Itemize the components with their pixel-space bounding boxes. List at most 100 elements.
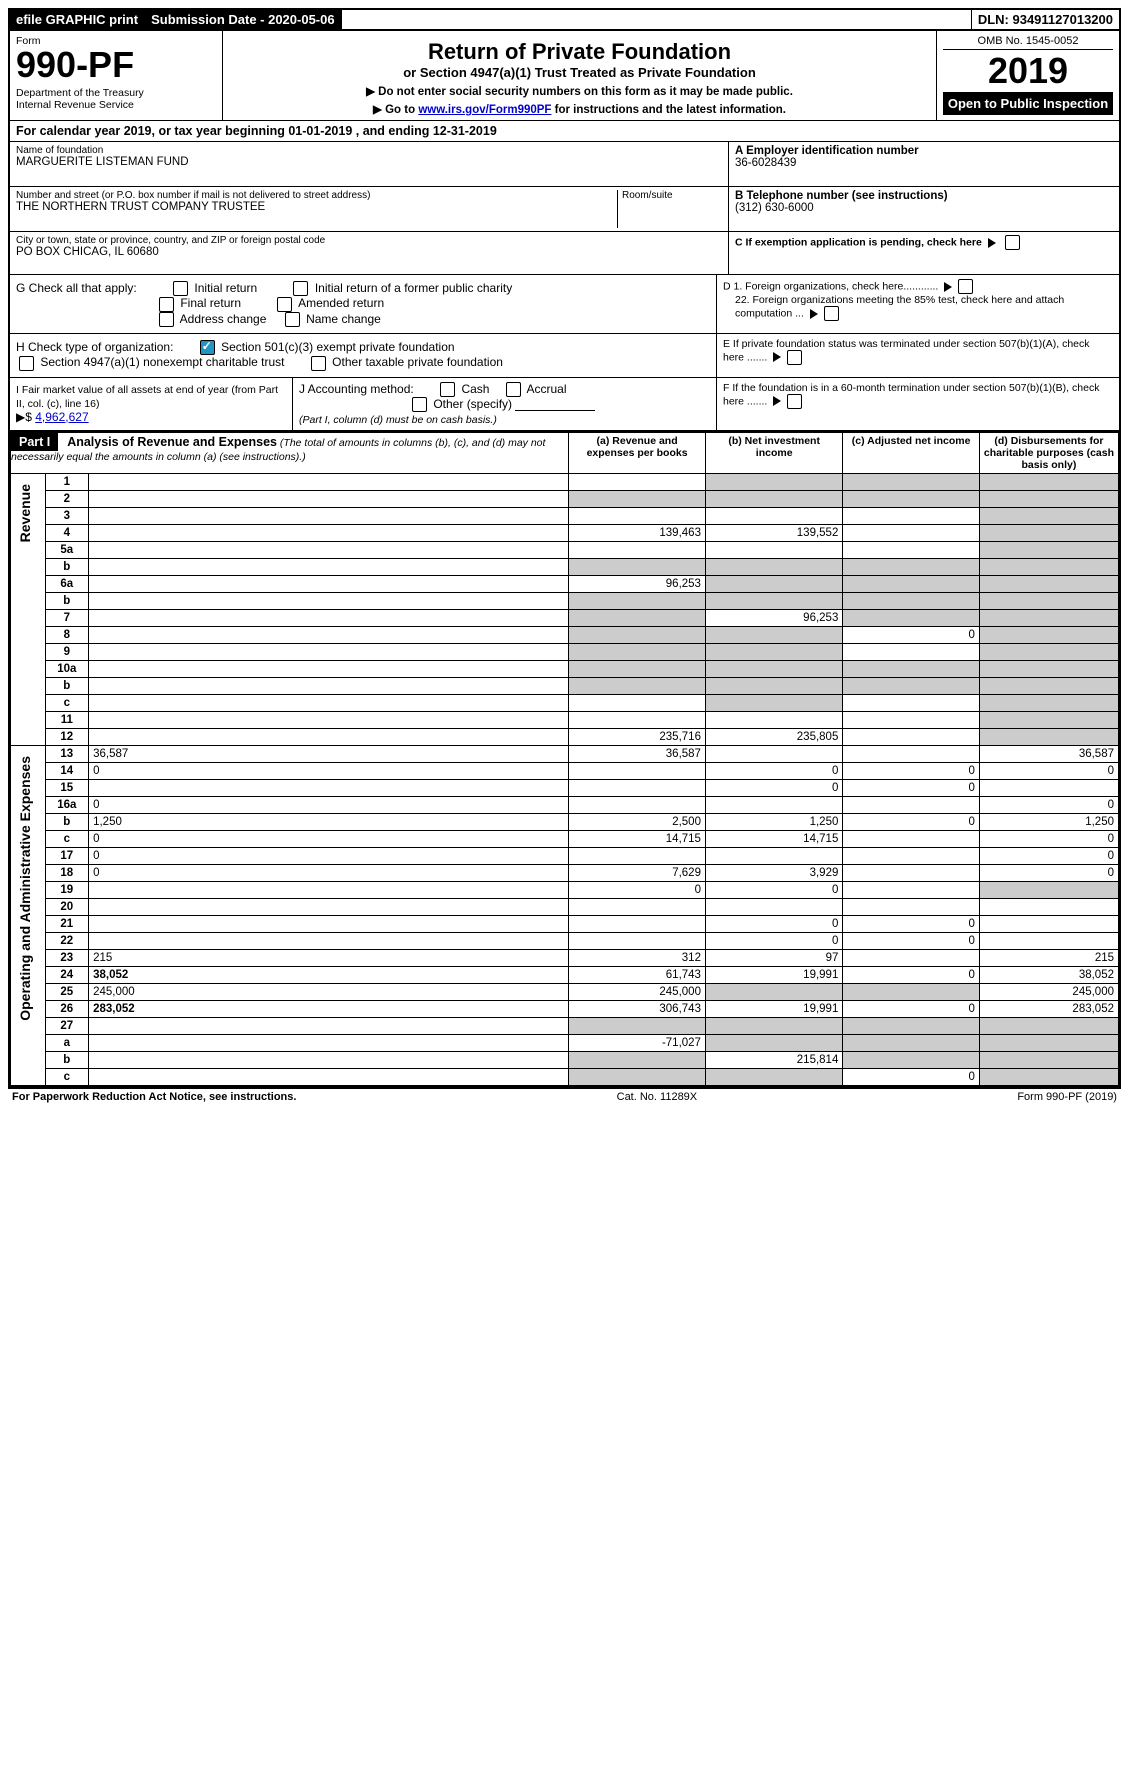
row-desc: 0 [89,865,569,882]
cell-col-b: 96,253 [705,610,842,627]
open-public-badge: Open to Public Inspection [943,92,1113,115]
cell-col-b: 1,250 [705,814,842,831]
table-row: 5a [11,542,1119,559]
j-cash-checkbox[interactable] [440,382,455,397]
cell-col-b [705,848,842,865]
cell-col-c: 0 [843,763,980,780]
cell-col-b: 215,814 [705,1052,842,1069]
cell-col-c: 0 [843,933,980,950]
table-row: 2 [11,491,1119,508]
irs-link[interactable]: www.irs.gov/Form990PF [418,104,551,116]
cell-col-a [569,627,706,644]
d1-checkbox[interactable] [958,279,973,294]
cell-col-b: 139,552 [705,525,842,542]
table-row: b [11,593,1119,610]
cell-col-c [843,593,980,610]
table-row: 2100 [11,916,1119,933]
cell-col-a [569,678,706,695]
row-desc [89,610,569,627]
table-row: 2438,05261,74319,991038,052 [11,967,1119,984]
g-name-checkbox[interactable] [285,312,300,327]
h-501c3-checkbox[interactable] [200,340,215,355]
row-desc [89,780,569,797]
part1-table: Part I Analysis of Revenue and Expenses … [10,432,1119,1086]
cell-col-c [843,1052,980,1069]
j-accrual-checkbox[interactable] [506,382,521,397]
cell-col-b: 3,929 [705,865,842,882]
cell-col-c [843,661,980,678]
d2-checkbox[interactable] [824,306,839,321]
cell-col-b [705,559,842,576]
h-other-checkbox[interactable] [311,356,326,371]
d1-label: D 1. Foreign organizations, check here..… [723,280,938,292]
row-number: 20 [45,899,89,916]
cell-col-d: 0 [979,831,1118,848]
col-c-header: (c) Adjusted net income [843,433,980,474]
foundation-name: MARGUERITE LISTEMAN FUND [16,156,722,168]
cell-col-c [843,831,980,848]
cell-col-a [569,661,706,678]
room-label: Room/suite [622,190,722,201]
i-label: I Fair market value of all assets at end… [16,384,278,410]
form-subtitle: or Section 4947(a)(1) Trust Treated as P… [229,65,930,80]
g-address-checkbox[interactable] [159,312,174,327]
row-number: 24 [45,967,89,984]
cell-col-d: 283,052 [979,1001,1118,1018]
row-number: 19 [45,882,89,899]
cell-col-c [843,542,980,559]
g-amended-checkbox[interactable] [277,297,292,312]
cell-col-d [979,593,1118,610]
cell-col-c [843,984,980,1001]
g-final-checkbox[interactable] [159,297,174,312]
row-desc [89,933,569,950]
col-b-header: (b) Net investment income [705,433,842,474]
c-checkbox[interactable] [1005,235,1020,250]
row-desc [89,1052,569,1069]
cell-col-a [569,1052,706,1069]
row-desc [89,661,569,678]
table-row: Revenue1 [11,474,1119,491]
row-number: b [45,814,89,831]
cell-col-b [705,1018,842,1035]
arrow-icon [773,396,781,406]
i-value-prefix: ▶$ [16,410,35,424]
row-number: a [45,1035,89,1052]
city-label: City or town, state or province, country… [16,235,722,246]
cell-col-b [705,899,842,916]
cell-col-c: 0 [843,1069,980,1086]
cell-col-c [843,559,980,576]
cell-col-d [979,576,1118,593]
g-initial-former-checkbox[interactable] [293,281,308,296]
table-row: 140000 [11,763,1119,780]
cell-col-b [705,984,842,1001]
j-other-checkbox[interactable] [412,397,427,412]
tax-year: 2019 [943,50,1113,92]
page-footer: For Paperwork Reduction Act Notice, see … [8,1088,1121,1105]
cell-col-c [843,797,980,814]
h-opt1: Section 501(c)(3) exempt private foundat… [221,340,454,354]
e-checkbox[interactable] [787,350,802,365]
cell-col-c [843,525,980,542]
cell-col-d [979,508,1118,525]
row-desc: 0 [89,763,569,780]
row-number: 5a [45,542,89,559]
cell-col-c: 0 [843,814,980,831]
row-desc [89,474,569,491]
cell-col-a: 2,500 [569,814,706,831]
h-4947-checkbox[interactable] [19,356,34,371]
cell-col-a: 139,463 [569,525,706,542]
cell-col-c [843,1035,980,1052]
f-checkbox[interactable] [787,394,802,409]
g-initial-return-checkbox[interactable] [173,281,188,296]
row-desc [89,712,569,729]
cell-col-d: 0 [979,763,1118,780]
cell-col-c [843,491,980,508]
cell-col-d [979,644,1118,661]
cell-col-c [843,729,980,746]
cell-col-c [843,1018,980,1035]
cell-col-d [979,525,1118,542]
cell-col-c [843,848,980,865]
foundation-address: THE NORTHERN TRUST COMPANY TRUSTEE [16,201,617,213]
row-desc [89,576,569,593]
row-desc: 283,052 [89,1001,569,1018]
